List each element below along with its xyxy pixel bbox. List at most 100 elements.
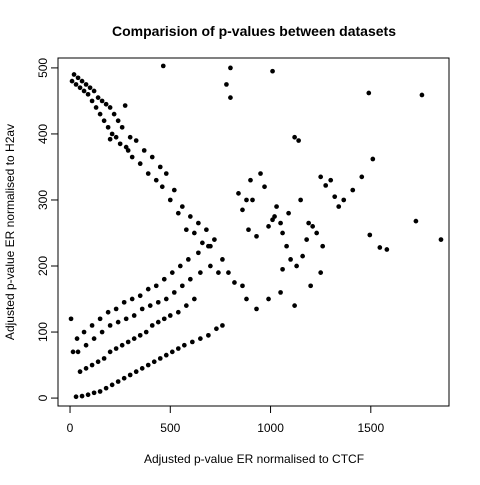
y-tick-label: 300	[36, 190, 50, 210]
data-point	[191, 230, 197, 236]
y-tick-label: 100	[36, 322, 50, 342]
data-point	[323, 183, 329, 188]
data-point	[419, 92, 425, 98]
data-point	[169, 270, 175, 275]
data-point	[258, 171, 263, 176]
data-point	[244, 197, 249, 203]
data-point	[367, 232, 373, 238]
data-point	[246, 227, 251, 233]
data-point	[161, 316, 167, 322]
data-point	[294, 263, 299, 269]
data-point	[113, 306, 119, 312]
data-point	[89, 323, 95, 328]
y-tick-label: 200	[36, 256, 50, 276]
data-point	[131, 313, 137, 318]
data-point	[109, 382, 115, 388]
plot-frame	[57, 57, 450, 407]
data-point	[85, 392, 91, 398]
data-point	[122, 103, 128, 108]
data-point	[278, 290, 283, 295]
data-point	[244, 296, 249, 302]
data-point	[153, 283, 159, 289]
data-point	[187, 276, 193, 282]
data-point	[155, 319, 161, 325]
data-point	[129, 154, 135, 160]
data-point	[240, 207, 245, 213]
data-point	[145, 171, 151, 176]
data-point	[183, 303, 189, 308]
data-point	[68, 316, 74, 322]
data-point	[151, 359, 157, 365]
data-point	[328, 177, 334, 183]
data-point	[296, 138, 301, 143]
data-point	[123, 316, 129, 322]
data-point	[224, 82, 229, 87]
data-point	[89, 98, 95, 104]
data-point	[286, 210, 291, 216]
data-point	[248, 177, 253, 183]
data-point	[157, 356, 163, 361]
data-point	[83, 366, 89, 371]
data-point	[300, 253, 305, 259]
data-point	[332, 194, 338, 200]
data-point	[75, 75, 81, 81]
data-point	[220, 323, 225, 328]
data-point	[97, 111, 103, 117]
data-point	[81, 88, 87, 94]
data-point	[147, 303, 153, 308]
data-point	[127, 134, 133, 140]
data-point	[137, 332, 143, 338]
chart-title: Comparision of p-values between datasets	[112, 23, 396, 39]
data-point	[74, 336, 80, 341]
data-point	[133, 138, 139, 143]
scatter-points	[68, 63, 444, 400]
data-point	[189, 339, 195, 345]
data-point	[89, 362, 95, 368]
data-point	[350, 187, 356, 193]
data-point	[83, 342, 89, 348]
data-point	[149, 154, 155, 160]
data-point	[220, 257, 225, 262]
data-point	[163, 171, 169, 176]
x-tick-label: 1000	[257, 421, 284, 435]
data-point	[169, 349, 175, 355]
data-point	[359, 174, 365, 180]
data-point	[107, 349, 113, 355]
x-axis: 0 500 1000 1500	[67, 405, 384, 435]
data-point	[228, 65, 233, 71]
data-point	[99, 329, 105, 335]
data-point	[278, 220, 283, 226]
data-point	[228, 95, 233, 100]
data-point	[384, 247, 390, 252]
x-tick-label: 500	[160, 421, 180, 435]
data-point	[212, 237, 217, 242]
data-point	[141, 148, 147, 153]
data-point	[97, 389, 103, 394]
data-point	[119, 124, 125, 130]
x-tick-label: 1500	[357, 421, 384, 435]
data-point	[175, 210, 181, 216]
data-point	[214, 326, 219, 332]
data-point	[191, 296, 197, 302]
data-point	[109, 131, 115, 137]
data-point	[113, 346, 119, 351]
data-point	[304, 237, 309, 242]
x-tick-label: 0	[67, 421, 74, 435]
data-point	[298, 197, 303, 203]
data-point	[183, 227, 189, 233]
data-point	[254, 233, 259, 239]
data-point	[318, 174, 324, 180]
data-point	[314, 230, 320, 236]
data-point	[91, 336, 97, 341]
data-point	[366, 90, 372, 96]
data-point	[71, 72, 77, 77]
data-point	[91, 88, 97, 94]
data-point	[77, 369, 83, 375]
data-point	[69, 78, 75, 84]
data-point	[105, 124, 111, 130]
data-point	[254, 306, 259, 312]
data-point	[167, 197, 173, 203]
data-point	[270, 68, 275, 74]
data-point	[161, 276, 167, 282]
data-point	[274, 204, 279, 209]
